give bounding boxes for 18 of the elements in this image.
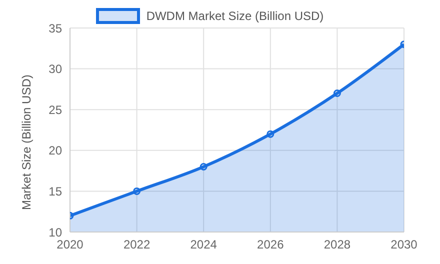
x-tick-label: 2026: [257, 238, 284, 252]
y-tick-label: 30: [48, 62, 62, 76]
x-tick-label: 2022: [123, 238, 150, 252]
point: [200, 162, 208, 170]
x-tick-label: 2020: [56, 238, 84, 252]
point: [133, 187, 141, 195]
y-tick-label: 25: [48, 102, 62, 117]
y-axis-title: Market Size (Billion USD): [19, 74, 34, 210]
y-tick-label: 20: [48, 144, 62, 158]
legend-label: DWDM Market Size (Billion USD): [146, 9, 324, 23]
y-tick-label: 15: [48, 184, 62, 198]
x-tick-label: 2028: [324, 238, 351, 252]
x-tick-label: 2024: [190, 238, 218, 252]
x-tick-label: 2030: [390, 238, 418, 252]
point: [266, 130, 274, 138]
point: [333, 90, 341, 98]
y-tick-label: 35: [48, 21, 62, 36]
y-tick-label: 10: [48, 225, 62, 240]
